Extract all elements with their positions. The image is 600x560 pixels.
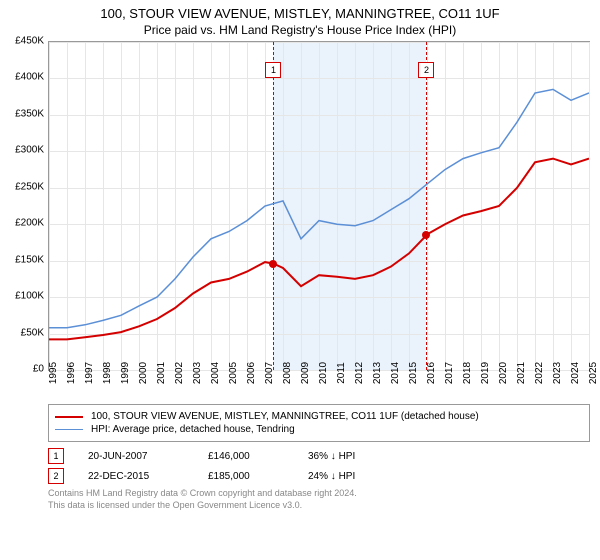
x-axis-label: 2019 xyxy=(480,362,491,384)
y-axis-label: £150K xyxy=(0,254,48,265)
legend-label-property: 100, STOUR VIEW AVENUE, MISTLEY, MANNING… xyxy=(91,411,479,422)
y-axis-label: £50K xyxy=(0,327,48,338)
x-axis-label: 2021 xyxy=(516,362,527,384)
footer: Contains HM Land Registry data © Crown c… xyxy=(48,488,590,511)
x-axis-label: 2006 xyxy=(246,362,257,384)
line-layer xyxy=(49,42,589,370)
sales-row-delta: 36% ↓ HPI xyxy=(308,451,408,462)
legend-item-property: 100, STOUR VIEW AVENUE, MISTLEY, MANNING… xyxy=(55,411,583,422)
y-axis-label: £400K xyxy=(0,72,48,83)
x-axis-label: 2020 xyxy=(498,362,509,384)
x-axis-label: 1997 xyxy=(84,362,95,384)
chart-area: 12 £0£50K£100K£150K£200K£250K£300K£350K£… xyxy=(48,41,590,396)
sales-row-marker: 1 xyxy=(48,448,64,464)
x-axis-label: 2000 xyxy=(138,362,149,384)
y-axis-label: £250K xyxy=(0,181,48,192)
y-axis-label: £300K xyxy=(0,145,48,156)
legend: 100, STOUR VIEW AVENUE, MISTLEY, MANNING… xyxy=(48,404,590,442)
x-axis-label: 2001 xyxy=(156,362,167,384)
sales-row-delta: 24% ↓ HPI xyxy=(308,471,408,482)
x-axis-label: 2002 xyxy=(174,362,185,384)
footer-line-1: Contains HM Land Registry data © Crown c… xyxy=(48,488,590,500)
sales-row-marker: 2 xyxy=(48,468,64,484)
x-axis-label: 2009 xyxy=(300,362,311,384)
x-axis-label: 2024 xyxy=(570,362,581,384)
sales-row: 2 22-DEC-2015£185,00024% ↓ HPI xyxy=(48,468,590,484)
x-axis-label: 1995 xyxy=(48,362,59,384)
x-axis-label: 2014 xyxy=(390,362,401,384)
y-axis-label: £0 xyxy=(0,364,48,375)
x-axis-label: 2008 xyxy=(282,362,293,384)
x-axis-label: 2003 xyxy=(192,362,203,384)
legend-item-hpi: HPI: Average price, detached house, Tend… xyxy=(55,424,583,435)
y-axis-label: £350K xyxy=(0,108,48,119)
x-axis-label: 1999 xyxy=(120,362,131,384)
footer-line-2: This data is licensed under the Open Gov… xyxy=(48,500,590,512)
y-axis-label: £450K xyxy=(0,36,48,47)
x-axis-label: 2007 xyxy=(264,362,275,384)
legend-swatch-hpi xyxy=(55,429,83,430)
y-axis-label: £100K xyxy=(0,291,48,302)
x-axis-label: 2013 xyxy=(372,362,383,384)
x-axis-label: 2004 xyxy=(210,362,221,384)
legend-label-hpi: HPI: Average price, detached house, Tend… xyxy=(91,424,295,435)
sales-row-price: £185,000 xyxy=(208,471,308,482)
x-axis-label: 2005 xyxy=(228,362,239,384)
sales-table: 1 20-JUN-2007£146,00036% ↓ HPI 2 22-DEC-201… xyxy=(48,448,590,484)
x-axis-label: 2018 xyxy=(462,362,473,384)
x-axis-label: 2016 xyxy=(426,362,437,384)
legend-swatch-property xyxy=(55,416,83,418)
chart-title: 100, STOUR VIEW AVENUE, MISTLEY, MANNING… xyxy=(0,0,600,21)
sales-row-date: 20-JUN-2007 xyxy=(88,451,208,462)
gridline-v xyxy=(589,42,590,370)
series-hpi xyxy=(49,89,589,327)
sales-row: 1 20-JUN-2007£146,00036% ↓ HPI xyxy=(48,448,590,464)
series-property xyxy=(49,159,589,340)
x-axis-label: 2023 xyxy=(552,362,563,384)
chart-subtitle: Price paid vs. HM Land Registry's House … xyxy=(0,21,600,41)
y-axis-label: £200K xyxy=(0,218,48,229)
x-axis-label: 2010 xyxy=(318,362,329,384)
x-axis-label: 2015 xyxy=(408,362,419,384)
x-axis-label: 1996 xyxy=(66,362,77,384)
x-axis-label: 2012 xyxy=(354,362,365,384)
x-axis-label: 2022 xyxy=(534,362,545,384)
sales-row-date: 22-DEC-2015 xyxy=(88,471,208,482)
x-axis-label: 1998 xyxy=(102,362,113,384)
x-axis-label: 2025 xyxy=(588,362,599,384)
sales-row-price: £146,000 xyxy=(208,451,308,462)
x-axis-label: 2017 xyxy=(444,362,455,384)
x-axis-label: 2011 xyxy=(336,362,347,384)
plot-area: 12 xyxy=(48,41,590,371)
